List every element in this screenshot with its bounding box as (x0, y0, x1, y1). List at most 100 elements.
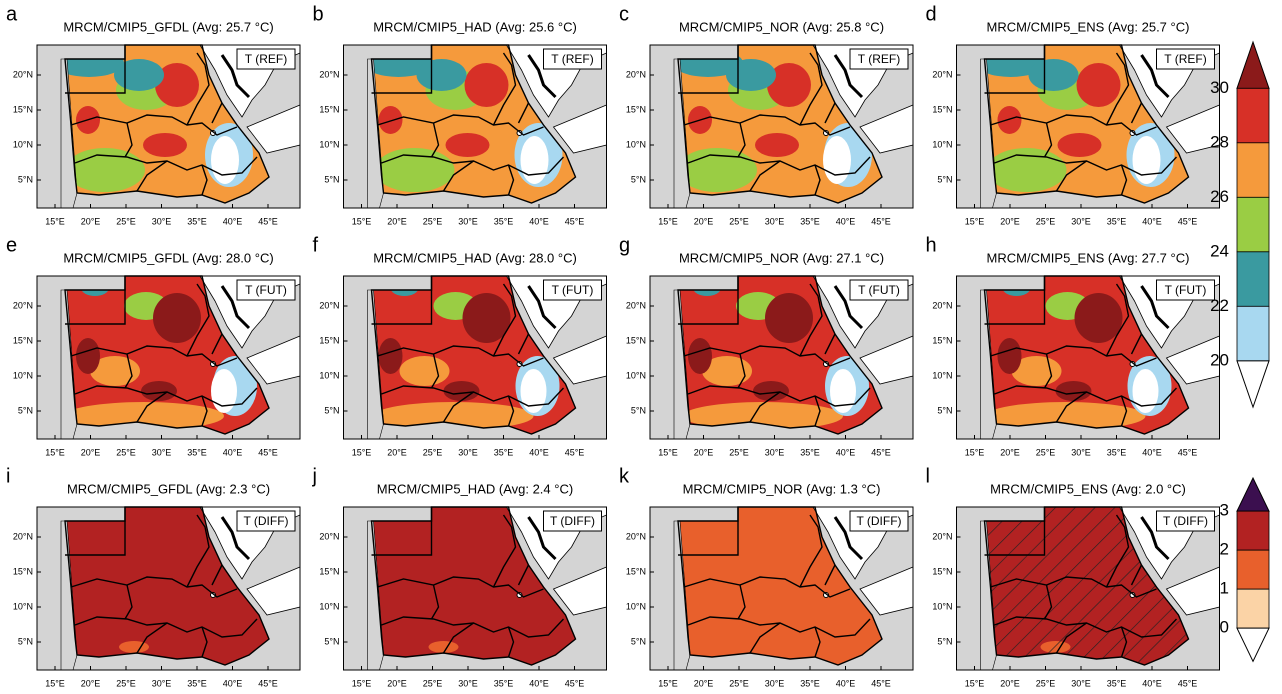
map: T (FUT) (36, 275, 301, 440)
lon-label: 20°E (387, 447, 407, 457)
tag-box (849, 510, 909, 532)
region-patch (378, 338, 403, 374)
lat-label: 10°N (626, 601, 646, 611)
region (678, 507, 882, 665)
lat-label: 5°N (937, 636, 952, 646)
lon-label: 45°E (1178, 216, 1198, 226)
lat-label: 5°N (324, 636, 339, 646)
border (1120, 626, 1128, 658)
border (994, 385, 1178, 407)
map-frame (956, 506, 1220, 671)
panel-title: MRCM/CMIP5_ENS (Avg: 2.0 °C) (990, 481, 1186, 496)
region-patch (378, 106, 403, 134)
border (65, 290, 126, 325)
lon-label: 20°E (387, 678, 407, 688)
lon-label: 45°E (258, 216, 278, 226)
lon-label: 35°E (800, 447, 820, 457)
lon-label: 40°E (529, 678, 549, 688)
colorbar-label: 22 (1210, 296, 1229, 315)
lon-label: 40°E (529, 216, 549, 226)
border (824, 564, 836, 586)
border (1043, 584, 1053, 620)
border (377, 576, 544, 598)
border (371, 521, 433, 556)
lon-label: 25°E (729, 447, 749, 457)
border (430, 353, 440, 389)
lon-label: 45°E (565, 447, 585, 457)
lat-label: 10°N (319, 370, 339, 380)
border (70, 114, 238, 136)
lon-label: 20°E (694, 216, 714, 226)
lon-label: 40°E (836, 216, 856, 226)
border (683, 576, 851, 598)
border (517, 564, 530, 586)
map-frame (343, 44, 607, 209)
border (799, 52, 823, 126)
region-patch (1132, 369, 1159, 413)
map-frame (649, 506, 914, 671)
border (492, 52, 517, 126)
coast (833, 516, 864, 561)
coast (527, 54, 557, 99)
colorbar-arrow (1236, 627, 1270, 663)
map: T (DIFF) (36, 506, 301, 671)
region-patch (520, 369, 547, 413)
region-patch (755, 133, 799, 157)
panel-tag: T (DIFF) (1163, 514, 1208, 528)
lat-label: 5°N (18, 174, 33, 184)
tag-box (543, 510, 602, 532)
border (136, 391, 168, 423)
map: T (REF) (956, 44, 1220, 209)
colorbar-label: 28 (1210, 132, 1229, 151)
lat-label: 20°N (319, 300, 339, 310)
region-patch (823, 136, 851, 184)
border (678, 521, 739, 556)
panel: l MRCM/CMIP5_ENS (Avg: 2.0 °C) T (DIFF) 20°… (926, 465, 1220, 688)
lon-label: 25°E (116, 678, 136, 688)
region-patch (753, 381, 789, 401)
tag-box (849, 279, 909, 301)
border (1043, 353, 1053, 389)
lon-label: 15°E (45, 678, 65, 688)
lon-label: 40°E (836, 678, 856, 688)
panel-letter: f (313, 234, 319, 256)
border (799, 283, 823, 357)
colorbar-label: 1 (1220, 579, 1229, 598)
lon-label: 30°E (458, 216, 478, 226)
lon-label: 15°E (658, 447, 678, 457)
lon-label: 20°E (81, 447, 101, 457)
border (814, 395, 821, 427)
border (492, 283, 517, 357)
border (737, 584, 746, 620)
border (1120, 395, 1128, 427)
colorbar-segment (1236, 251, 1270, 307)
colorbar-arrow (1236, 40, 1270, 89)
lon-label: 35°E (800, 216, 820, 226)
region-patch (399, 356, 450, 386)
border (984, 521, 1046, 556)
border (124, 122, 133, 158)
lat-label: 20°N (932, 69, 952, 79)
lat-label: 20°N (13, 69, 33, 79)
region-patch (65, 402, 224, 430)
colorbar-segment (1236, 549, 1270, 590)
map-frame (343, 506, 607, 671)
lat-label: 10°N (13, 370, 33, 380)
panel-title: MRCM/CMIP5_HAD (Avg: 2.4 °C) (377, 481, 573, 496)
panel-letter: b (313, 3, 324, 25)
lon-label: 40°E (1142, 216, 1162, 226)
border (201, 395, 208, 427)
panel-tag: T (FUT) (858, 283, 900, 297)
panel-tag: T (REF) (245, 52, 287, 66)
panel-tag: T (REF) (1164, 52, 1206, 66)
panel-title: MRCM/CMIP5_NOR (Avg: 27.1 °C) (679, 250, 884, 265)
panel-title: MRCM/CMIP5_NOR (Avg: 1.3 °C) (683, 481, 881, 496)
panel-tag: T (REF) (551, 52, 593, 66)
colorbar-label: 20 (1210, 350, 1229, 369)
region-patch (986, 148, 1067, 192)
map: T (DIFF) (956, 506, 1220, 671)
panel-letter: d (926, 3, 937, 25)
tag-box (1156, 48, 1215, 70)
lon-label: 30°E (765, 678, 785, 688)
coast (220, 516, 251, 561)
